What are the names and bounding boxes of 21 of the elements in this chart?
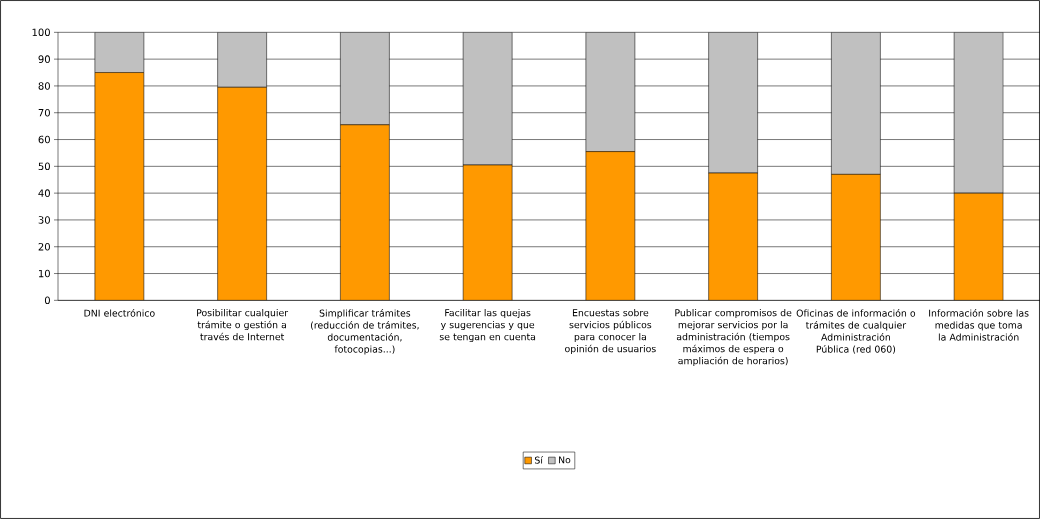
legend-label: Sí (535, 456, 544, 464)
y-tick-label: 50 (38, 162, 50, 171)
y-tick-label: 70 (38, 108, 50, 117)
y-tick-label: 100 (32, 28, 50, 37)
x-tick-label: Facilitar las quejas y sugerencias y que se tengan en cuenta (439, 309, 536, 343)
x-tick-label: Posibilitar cualquier trámite o gestión a través de Internet (197, 309, 289, 341)
y-tick-label: 10 (39, 269, 50, 278)
y-tick-label: 40 (38, 189, 50, 197)
x-tick-label: Encuestas sobre servicios públicos para conocer la opinión de usuarios (565, 309, 656, 355)
legend-label: No (559, 456, 571, 464)
x-tick-label: DNI electrónico (84, 309, 155, 317)
y-tick-label: 30 (38, 216, 50, 224)
x-tick-label: Publicar compromisos de mejorar servicios por la administración (tiempos máximos de espera o ampliación de horarios) (675, 309, 792, 367)
y-tick-label: 90 (38, 55, 50, 63)
x-tick-label: Información sobre las medidas que toma la Administración (929, 309, 1029, 341)
x-tick-label: Oficinas de información o trámites de cualquier Administración Pública (red 060) (796, 309, 916, 354)
y-tick-label: 60 (38, 135, 50, 144)
y-tick-label: 80 (38, 82, 50, 90)
y-tick-label: 20 (38, 242, 50, 251)
x-tick-label: Simplificar trámites (reducción de trámites, documentación, fotocopias...) (310, 309, 419, 355)
y-tick-label: 0 (44, 296, 50, 305)
